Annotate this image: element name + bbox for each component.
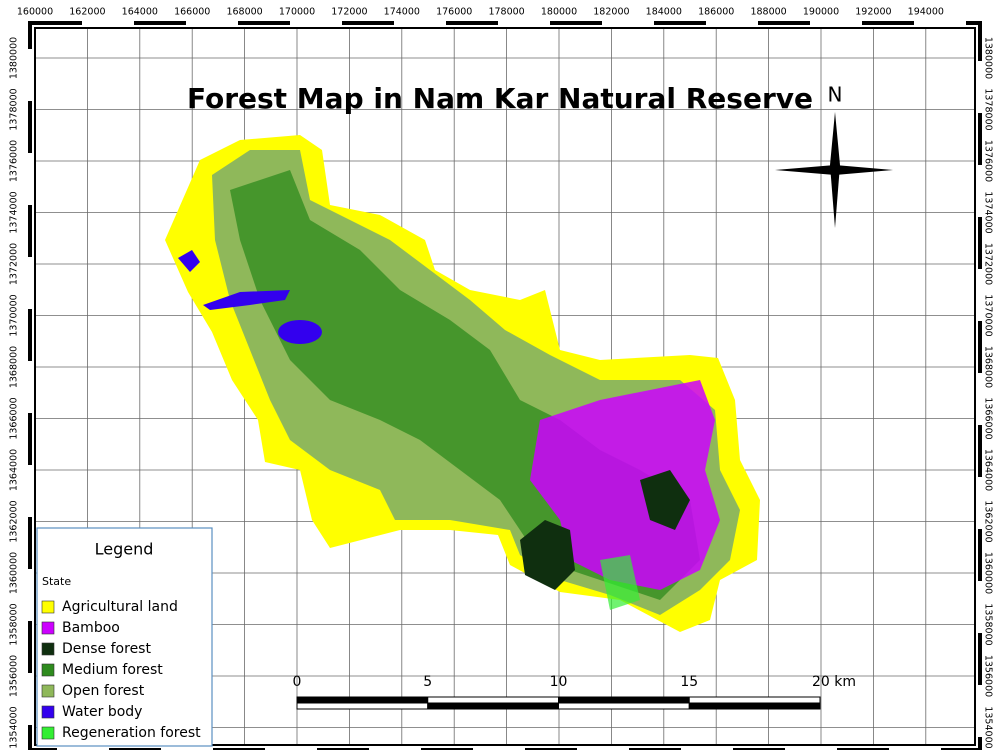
y-coord-label: 1378000	[9, 88, 20, 130]
scale-label: 0	[293, 674, 302, 690]
y-coord-label: 1360000	[9, 552, 20, 594]
x-coord-label: 180000	[541, 7, 577, 18]
y-coord-label: 1362000	[9, 500, 20, 542]
x-coord-label: 192000	[855, 7, 891, 18]
x-coord-label: 176000	[436, 7, 472, 18]
water-body	[203, 290, 290, 310]
north-arrow: N	[775, 83, 893, 228]
x-coord-label: 164000	[122, 7, 158, 18]
legend-label: Medium forest	[62, 662, 163, 678]
map-title: Forest Map in Nam Kar Natural Reserve	[187, 82, 813, 115]
x-coord-label: 194000	[908, 7, 944, 18]
x-coord-label: 168000	[226, 7, 262, 18]
y-coord-label: 1356000	[983, 655, 994, 697]
scale-segment	[296, 696, 429, 704]
legend-swatch	[41, 663, 55, 677]
legend-label: Regeneration forest	[62, 725, 201, 741]
scale-segment	[427, 702, 559, 710]
y-coord-label: 1370000	[9, 294, 20, 336]
y-coord-label: 1364000	[9, 449, 20, 491]
scale-bar: 0 5 10 15 20 km	[293, 674, 856, 710]
y-coord-label: 1364000	[983, 449, 994, 491]
x-coord-label: 190000	[803, 7, 839, 18]
y-coord-label: 1372000	[9, 243, 20, 285]
scale-segment	[427, 696, 559, 704]
y-coord-label: 1380000	[983, 37, 994, 79]
x-coord-label: 184000	[646, 7, 682, 18]
legend-swatch	[41, 621, 55, 635]
y-coord-label: 1376000	[983, 140, 994, 182]
coordinates: 160000 162000 164000 166000 168000 170000 1720…	[9, 7, 994, 749]
legend-swatch	[41, 684, 55, 698]
x-coord-label: 174000	[384, 7, 420, 18]
scale-label: 10	[550, 674, 568, 690]
legend-label: Dense forest	[62, 641, 151, 657]
legend-label: Bamboo	[62, 620, 120, 636]
dense-forest-area	[520, 520, 575, 590]
y-coord-label: 1368000	[9, 346, 20, 388]
land-cover	[165, 135, 760, 632]
y-coord-label: 1366000	[9, 397, 20, 439]
y-coord-label: 1356000	[9, 655, 20, 697]
y-coord-label: 1358000	[9, 603, 20, 645]
y-coord-label: 1378000	[983, 88, 994, 130]
scale-segment	[688, 696, 821, 704]
x-coord-label: 166000	[174, 7, 210, 18]
y-coord-label: 1362000	[983, 500, 994, 542]
x-coord-label: 172000	[331, 7, 367, 18]
regeneration-area	[600, 555, 640, 610]
x-coord-label: 188000	[750, 7, 786, 18]
x-coord-label: 178000	[488, 7, 524, 18]
legend-swatch	[41, 726, 55, 740]
water-body	[178, 250, 200, 272]
legend-swatch	[41, 705, 55, 719]
y-coord-label: 1372000	[983, 243, 994, 285]
water-body	[278, 320, 322, 344]
dense-forest-area	[640, 470, 690, 530]
y-coord-label: 1370000	[983, 294, 994, 336]
scale-segment	[558, 702, 690, 710]
x-coord-label: 186000	[698, 7, 734, 18]
scale-segment	[296, 702, 429, 710]
x-coord-label: 162000	[69, 7, 105, 18]
bamboo-area	[530, 380, 720, 590]
legend-swatch	[41, 600, 55, 614]
y-coord-label: 1368000	[983, 346, 994, 388]
y-coord-label: 1374000	[9, 191, 20, 233]
y-coord-label: 1360000	[983, 552, 994, 594]
scale-label: 20 km	[812, 674, 856, 690]
x-coord-label: 182000	[593, 7, 629, 18]
x-coord-label: 160000	[17, 7, 53, 18]
scale-segment	[688, 702, 821, 710]
y-coord-label: 1354000	[9, 706, 20, 748]
y-coord-label: 1376000	[9, 140, 20, 182]
scale-label: 5	[423, 674, 432, 690]
x-coord-label: 170000	[279, 7, 315, 18]
legend-subtitle: State	[42, 575, 71, 588]
scale-label: 15	[680, 674, 698, 690]
legend-label: Open forest	[62, 683, 145, 699]
north-label: N	[828, 83, 843, 107]
legend-title: Legend	[95, 540, 154, 559]
legend: Legend State Agricultural land Bamboo Dens…	[36, 527, 213, 747]
y-coord-label: 1354000	[983, 706, 994, 748]
scale-segment	[558, 696, 690, 704]
y-coord-label: 1366000	[983, 397, 994, 439]
y-coord-label: 1374000	[983, 191, 994, 233]
y-coord-label: 1358000	[983, 603, 994, 645]
map-frame	[34, 27, 976, 746]
y-coord-label: 1380000	[9, 37, 20, 79]
legend-label: Agricultural land	[62, 599, 178, 615]
legend-swatch	[41, 642, 55, 656]
legend-box	[36, 527, 213, 747]
legend-label: Water body	[62, 704, 142, 720]
